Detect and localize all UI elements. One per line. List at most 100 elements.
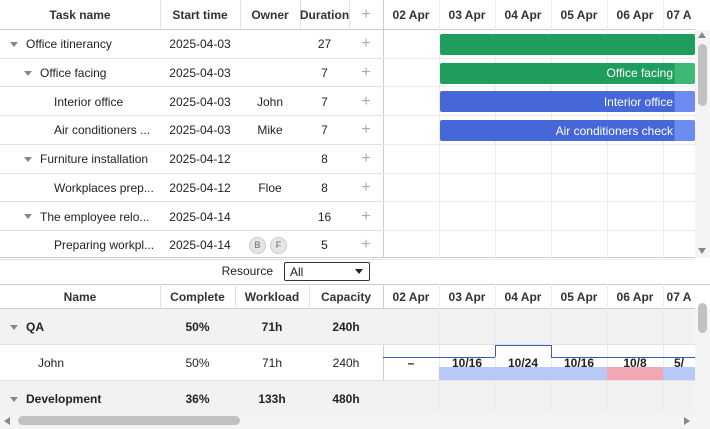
task-name: Office facing [24,59,160,88]
load-step [439,357,495,358]
owner-avatar: F [270,236,287,254]
horizontal-scrollbar[interactable] [0,413,710,429]
scale-label: 07 A [666,289,692,304]
header-border [0,29,695,30]
add-subtask[interactable]: + [361,207,371,225]
column-header: Owner [251,8,289,22]
expand-toggle[interactable] [24,70,32,76]
expand-toggle[interactable] [10,324,18,330]
column-header: Capacity [320,289,372,304]
group-row-bg [0,381,695,417]
resource-name-text: QA [26,320,44,334]
row-border [0,172,383,174]
resource-complete: 36% [185,392,210,406]
resource-name-text: Development [26,392,102,406]
task-bar[interactable]: Interior office [440,91,695,113]
column-header: Complete [170,289,225,304]
scroll-down[interactable] [698,248,706,254]
task-name-text: Office facing [40,66,107,81]
task-name: Air conditioners ... [38,116,160,145]
load-step [663,357,695,358]
resource-name-text: John [38,356,65,370]
task-name-text: The employee relo... [40,209,150,224]
scroll-thumb[interactable] [698,303,707,333]
scroll-right[interactable] [684,417,690,425]
add-subtask[interactable]: + [361,35,371,53]
vertical-scrollbar[interactable] [695,30,710,258]
timeline-row-border [383,172,695,174]
load-fill [663,367,695,380]
add-subtask[interactable]: + [361,121,371,139]
row-border [0,258,383,260]
scale-divider [607,284,608,413]
column-divider [300,0,301,30]
row-border [0,86,383,88]
load-fill [607,367,663,380]
expand-toggle[interactable] [10,41,18,47]
task-name-text: Furniture installation [40,152,149,167]
select-value: All [290,264,304,279]
resource-select[interactable]: All [284,262,370,281]
load-label: 10/8 [623,356,647,370]
column-divider [309,284,310,309]
add-subtask[interactable]: + [361,178,371,196]
task-bar[interactable]: Air conditioners check [440,120,695,142]
owner [240,145,300,174]
duration: 8 [321,180,328,195]
add-task-header[interactable]: + [361,6,371,23]
scale-divider [439,284,440,413]
load-fill [551,367,607,380]
row-border [0,201,383,203]
scroll-thumb[interactable] [698,44,707,106]
resource-capacity: 480h [332,392,360,406]
scroll-up[interactable] [698,32,706,38]
scale-label: 02 Apr [392,289,430,304]
resource-workload: 71h [261,320,283,334]
add-subtask[interactable]: + [361,236,371,254]
task-name-text: Office itinerancy [26,37,112,52]
scale-label: 07 A [666,8,692,22]
add-subtask[interactable]: + [361,92,371,110]
resource-top-border [0,284,710,285]
task-name-text: Interior office [54,94,124,109]
task-name: Furniture installation [24,145,160,174]
load-label: 10/24 [507,356,539,370]
scroll-thumb[interactable] [18,416,240,425]
expand-toggle[interactable] [24,156,32,162]
resource-header-border [0,308,695,309]
owner: Mike [240,116,300,145]
resource-workload: 71h [261,356,283,370]
add-subtask[interactable]: + [361,64,371,82]
owner [240,202,300,231]
scroll-left[interactable] [4,417,10,425]
start-time: 2025-04-03 [169,66,231,81]
task-bar[interactable] [440,34,695,55]
duration: 27 [317,37,332,52]
timeline-row-border [383,258,695,260]
owner: John [240,87,300,116]
resource-complete: 50% [185,356,210,370]
start-time: 2025-04-12 [169,152,231,167]
expand-toggle[interactable] [24,214,32,220]
start-time: 2025-04-03 [169,94,231,109]
scale-divider [439,0,440,258]
duration: 5 [321,238,328,253]
expand-toggle[interactable] [10,396,18,402]
task-bar[interactable]: Office facing [440,62,695,84]
column-divider [235,284,236,309]
task-bar-label: Interior office [603,94,673,109]
scale-label: 04 Apr [504,8,542,22]
task-bar-label: Office facing [606,66,673,81]
column-divider [160,0,161,30]
duration: 7 [321,94,328,109]
scale-label: 05 Apr [560,289,598,304]
add-subtask[interactable]: + [361,150,371,168]
resource-vertical-scrollbar[interactable] [695,303,710,413]
row-border [0,229,383,231]
load-step [607,357,663,358]
timeline-row-border [383,143,695,145]
owner [240,59,300,88]
resource-capacity: 240h [332,320,360,334]
column-header: Name [63,289,97,304]
